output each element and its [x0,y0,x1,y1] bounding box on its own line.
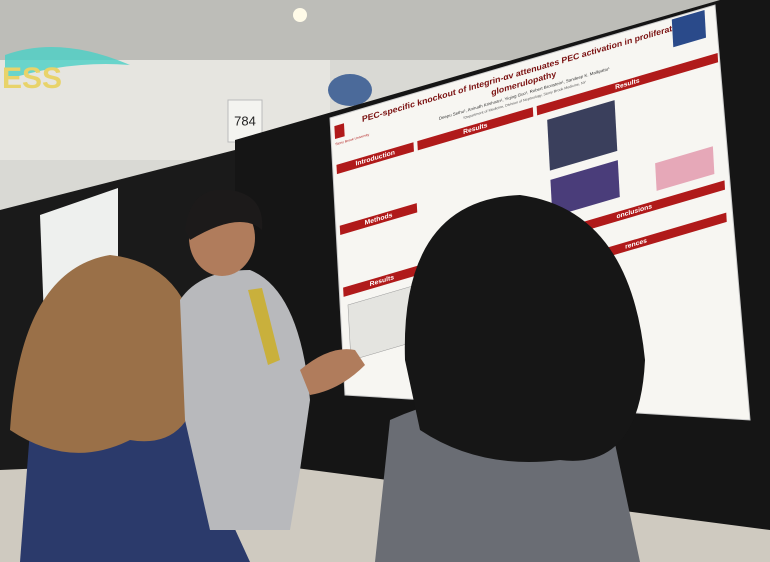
woman-left-hair [10,255,200,453]
man-tie [248,288,280,365]
section-header [336,142,414,175]
society-logo [671,9,707,48]
woman-right-hair [404,195,645,462]
booth-number: 784 [234,113,256,128]
section-header [536,52,719,116]
poster-image-grid [547,100,618,171]
man-hair [185,189,263,240]
section-header [343,265,421,297]
man-suit [180,270,310,530]
ceiling-light [293,8,307,22]
poster-image [655,146,715,191]
section-header [417,107,534,151]
poster-image-grid [550,160,620,217]
speaker [328,74,372,106]
man-hand [300,349,365,395]
section-header [339,203,418,236]
poster-logo [334,123,345,140]
sign-glow [5,47,130,80]
sign-text: ESS [2,62,62,95]
